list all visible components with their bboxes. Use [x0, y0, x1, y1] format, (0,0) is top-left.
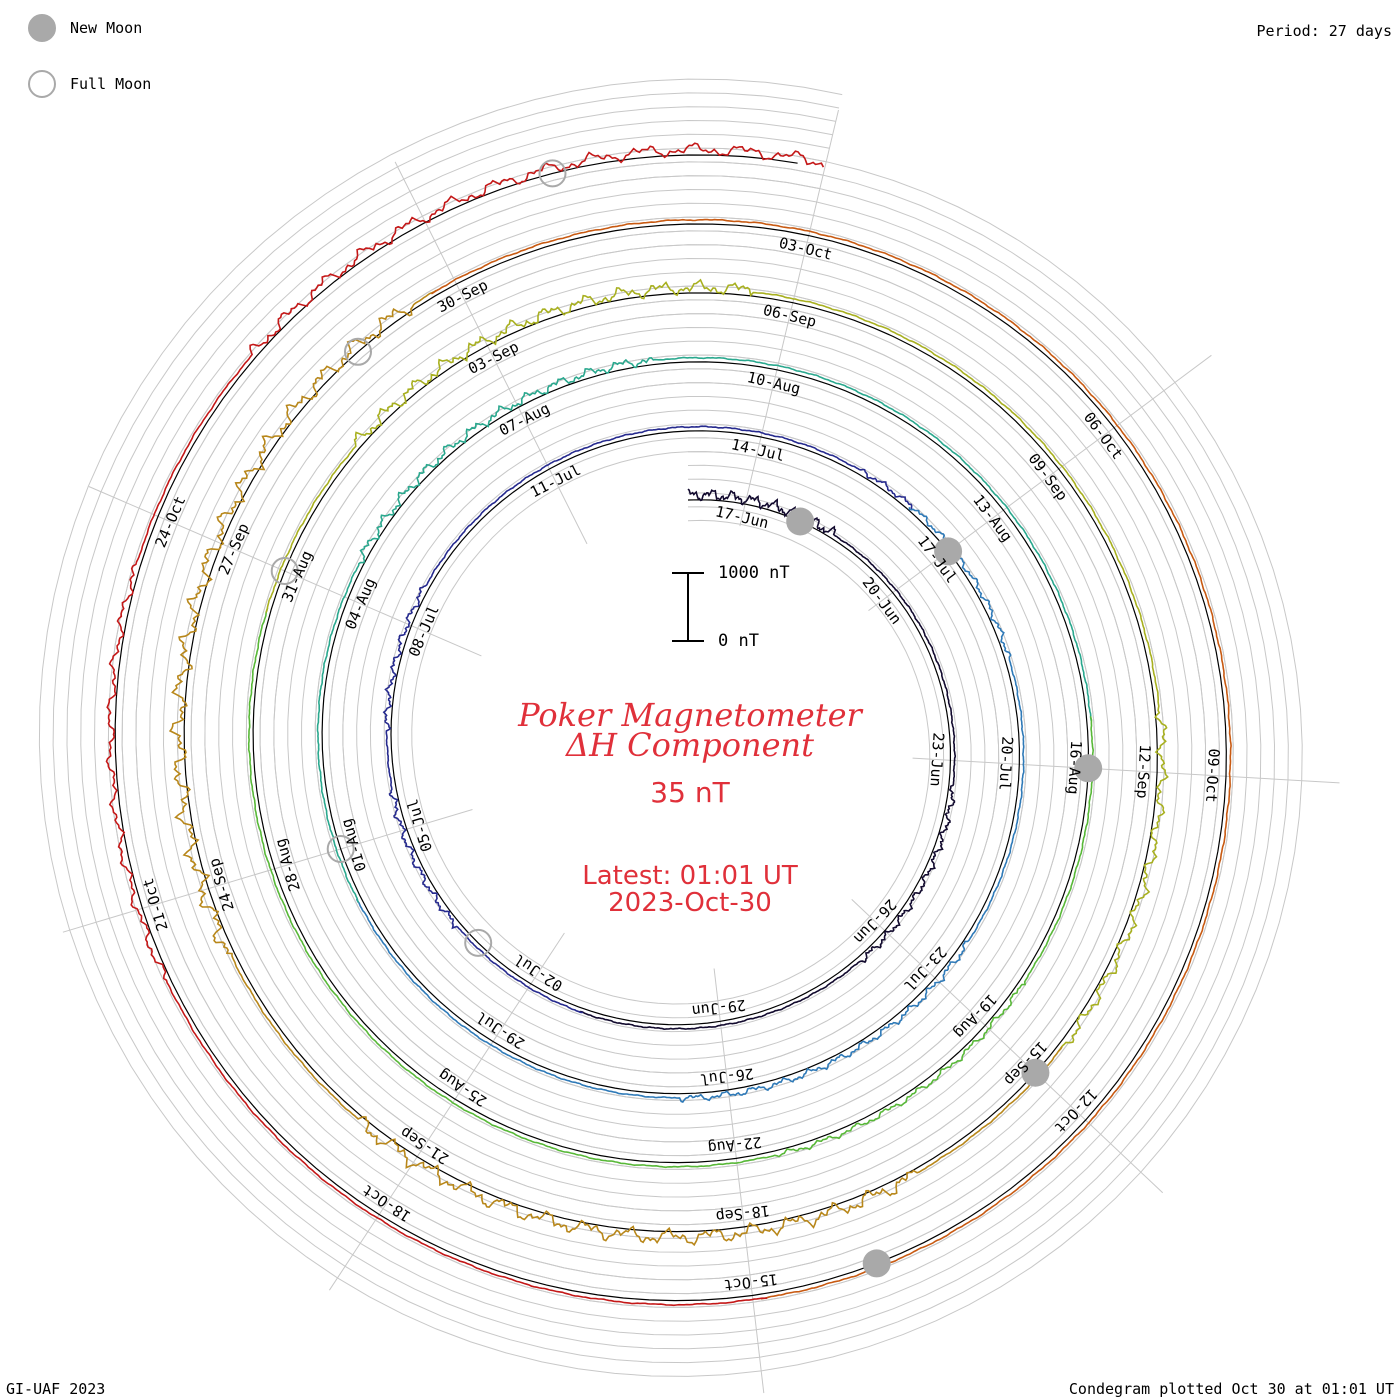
scale-top-label: 1000 nT [718, 563, 790, 583]
trace-segment [579, 488, 956, 1031]
baseline-value: 35 nT [650, 776, 730, 809]
grid-spoke [851, 899, 1164, 1194]
date-tick-label: 22-Aug [707, 1133, 763, 1157]
date-tick-label: 11-Jul [527, 461, 583, 501]
trace-segment [355, 507, 1025, 1103]
trace-segment [105, 142, 825, 1307]
grid-track [52, 92, 1289, 1364]
full-moon-marker [326, 835, 355, 863]
full-moon-marker [270, 557, 299, 585]
date-tick-label: 18-Sep [715, 1201, 771, 1225]
new-moon-marker [1021, 1058, 1050, 1087]
latest-time: Latest: 01:01 UT [582, 861, 798, 891]
date-tick-label: 24-Sep [205, 856, 238, 913]
new-moon-marker [934, 537, 963, 566]
date-tick-label: 29-Jun [691, 996, 747, 1020]
date-tick-label: 14-Jul [729, 435, 786, 465]
new-moon-marker [786, 507, 815, 536]
grid-track [93, 133, 1248, 1322]
date-tick-label: 23-Jun [926, 732, 947, 787]
trace-segment [431, 218, 1232, 1300]
grid-spoke [868, 354, 1212, 612]
new-moon-icon [28, 14, 56, 42]
scale-bottom-label: 0 nT [718, 631, 759, 651]
trace-segment [316, 356, 1093, 903]
trace-segment [382, 425, 913, 1014]
title-line-1: Poker Magnetometer [518, 696, 862, 734]
plotted-label: Condegram plotted Oct 30 at 01:01 UT [1068, 1380, 1394, 1398]
full-moon-marker [538, 159, 567, 188]
latest-date: 2023-Oct-30 [608, 888, 772, 918]
legend-new-moon: New Moon [28, 14, 142, 42]
date-tick-label: 16-Aug [1064, 740, 1085, 795]
grid-track [80, 119, 1262, 1336]
date-tick-label: 09-Oct [1202, 748, 1223, 803]
grid-spoke [713, 968, 765, 1394]
date-tick-label: 12-Sep [1133, 744, 1154, 799]
trace-segment [265, 278, 1169, 1052]
credit-label: GI-UAF 2023 [6, 1380, 106, 1398]
new-moon-marker [1074, 754, 1103, 783]
date-tick-label: 15-Oct [723, 1270, 779, 1294]
grid-spoke [912, 757, 1340, 784]
title-line-2: ΔH Component [565, 726, 815, 764]
new-moon-marker [862, 1249, 891, 1278]
trace-segment [247, 607, 1095, 1169]
full-moon-marker [464, 928, 493, 957]
date-tick-label: 26-Jul [699, 1064, 755, 1088]
date-tick-label: 20-Jul [995, 736, 1016, 791]
legend-new-moon-label: New Moon [70, 19, 143, 37]
full-moon-marker [344, 337, 372, 366]
baseline-spiral [114, 154, 1227, 1302]
grid-spoke [328, 932, 565, 1291]
moon-layer [270, 159, 1103, 1278]
scale-bar [672, 572, 704, 642]
chart-title: Poker Magnetometer ΔH Component [430, 696, 950, 764]
spoke-layer [62, 109, 1340, 1394]
date-tick-label: 03-Oct [777, 234, 834, 264]
grid-spoke [394, 161, 588, 545]
trace-layer [105, 142, 1232, 1307]
date-tick-label: 06-Sep [761, 301, 818, 331]
period-label: Period: 27 days [1256, 22, 1392, 40]
date-tick-label: 10-Aug [745, 368, 802, 398]
legend-full-moon-label: Full Moon [70, 75, 152, 93]
grid-layer [38, 78, 1303, 1377]
baseline-layer [114, 154, 1227, 1302]
full-moon-icon [28, 70, 56, 98]
date-tick-label: 21-Oct [139, 876, 172, 933]
grid-spoke [739, 109, 839, 527]
grid-spoke [62, 809, 473, 933]
date-tick-label: 07-Aug [496, 399, 552, 439]
grid-track [66, 106, 1276, 1350]
legend-full-moon: Full Moon [28, 70, 151, 98]
trace-segment [168, 289, 1063, 1247]
